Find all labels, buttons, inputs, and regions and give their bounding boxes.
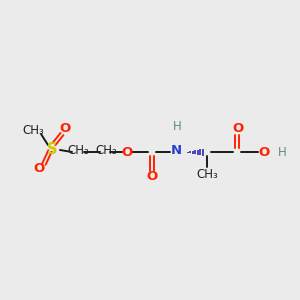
Text: CH₂: CH₂ <box>95 145 117 158</box>
Text: O: O <box>258 146 270 158</box>
Text: H: H <box>172 121 182 134</box>
Text: CH₃: CH₃ <box>22 124 44 137</box>
Text: CH₂: CH₂ <box>67 145 89 158</box>
Text: O: O <box>146 170 158 184</box>
Text: O: O <box>33 163 45 176</box>
Text: O: O <box>232 122 244 136</box>
Text: H: H <box>278 146 286 158</box>
Text: CH₃: CH₃ <box>196 167 218 181</box>
Text: S: S <box>47 142 57 157</box>
Text: N: N <box>170 145 182 158</box>
Text: O: O <box>59 122 70 136</box>
Text: O: O <box>122 146 133 158</box>
